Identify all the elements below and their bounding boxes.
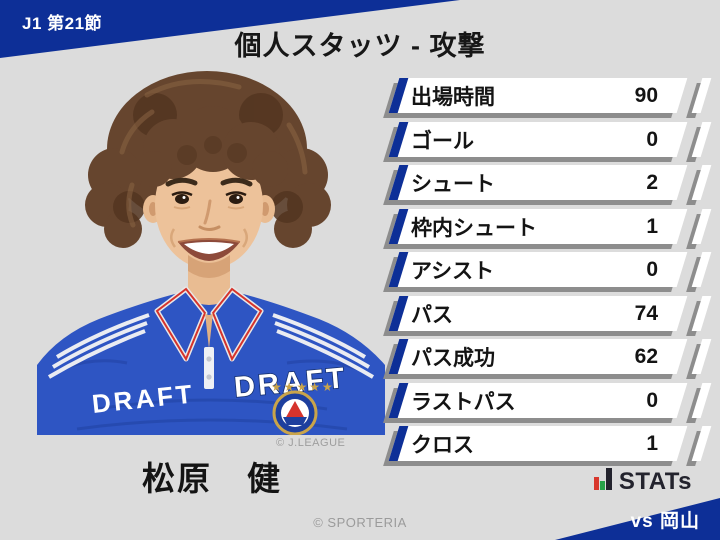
- stat-value: 2: [646, 170, 658, 194]
- stat-label: パス: [411, 303, 453, 327]
- site-credit: © SPORTERIA: [313, 515, 407, 530]
- stat-value: 1: [646, 431, 658, 455]
- stat-row: パス成功 62: [388, 339, 716, 374]
- collar: [154, 286, 264, 362]
- stat-bar: ラストパス 0: [388, 383, 688, 418]
- stat-row: 出場時間 90: [388, 78, 716, 113]
- stat-row-sliver: [691, 252, 712, 287]
- stat-label: アシスト: [411, 259, 495, 283]
- stat-label: ゴール: [411, 129, 474, 153]
- club-crest-icon: [272, 390, 318, 435]
- stat-label: シュート: [411, 172, 495, 196]
- stat-bar: 出場時間 90: [388, 78, 688, 113]
- placket: [204, 347, 214, 389]
- stat-value: 0: [646, 257, 658, 281]
- stat-bar: アシスト 0: [388, 252, 688, 287]
- nose: [203, 199, 212, 225]
- stat-value: 0: [646, 388, 658, 412]
- bar-chart-icon: [593, 468, 612, 492]
- stat-row: アシスト 0: [388, 252, 716, 287]
- stat-bar: パス成功 62: [388, 339, 688, 374]
- stat-row-sliver: [691, 383, 712, 418]
- eyebrow: [220, 177, 253, 187]
- stat-row: シュート 2: [388, 165, 716, 200]
- stat-row: ゴール 0: [388, 122, 716, 157]
- stat-value: 0: [646, 127, 658, 151]
- stat-row-sliver: [691, 122, 712, 157]
- photo-credit: © J.LEAGUE: [276, 437, 346, 449]
- stat-row-sliver: [691, 209, 712, 244]
- stat-row: パス 74: [388, 296, 716, 331]
- stat-value: 90: [634, 83, 658, 107]
- stat-label: 枠内シュート: [411, 216, 537, 240]
- opponent-badge-label: vs 岡山: [630, 511, 700, 532]
- round-badge-label: J1 第21節: [22, 14, 103, 33]
- stat-row: 枠内シュート 1: [388, 209, 716, 244]
- shoulder-stripes: [47, 313, 375, 379]
- stat-label: ラストパス: [411, 390, 516, 414]
- stat-row-sliver: [691, 165, 712, 200]
- page-title: 個人スタッツ - 攻撃: [234, 31, 486, 61]
- jersey-stars: ★★★★★: [271, 380, 335, 394]
- stat-row-sliver: [691, 296, 712, 331]
- stat-value: 74: [634, 301, 658, 325]
- eyebrow: [165, 177, 198, 187]
- stat-row: ラストパス 0: [388, 383, 716, 418]
- eye: [229, 194, 243, 204]
- stat-value: 62: [634, 344, 658, 368]
- eye: [175, 194, 189, 204]
- stat-row-sliver: [691, 426, 712, 461]
- stat-value: 1: [646, 214, 658, 238]
- stat-bar: 枠内シュート 1: [388, 209, 688, 244]
- stat-row: クロス 1: [388, 426, 716, 461]
- player-photo: DRAFT DRAFT ★★★★★: [37, 71, 385, 435]
- stat-bar: クロス 1: [388, 426, 688, 461]
- stat-row-sliver: [691, 339, 712, 374]
- stat-bar: ゴール 0: [388, 122, 688, 157]
- hair-fringe: [136, 106, 288, 187]
- stat-bar: パス 74: [388, 296, 688, 331]
- stat-label: パス成功: [411, 346, 495, 370]
- stat-label: 出場時間: [411, 85, 495, 109]
- stat-row-sliver: [691, 78, 712, 113]
- stats-logo: STATs: [593, 466, 692, 495]
- player-name: 松原 健: [142, 460, 282, 497]
- stat-label: クロス: [411, 433, 474, 457]
- stat-bar: シュート 2: [388, 165, 688, 200]
- stats-logo-text: STATs: [618, 467, 692, 495]
